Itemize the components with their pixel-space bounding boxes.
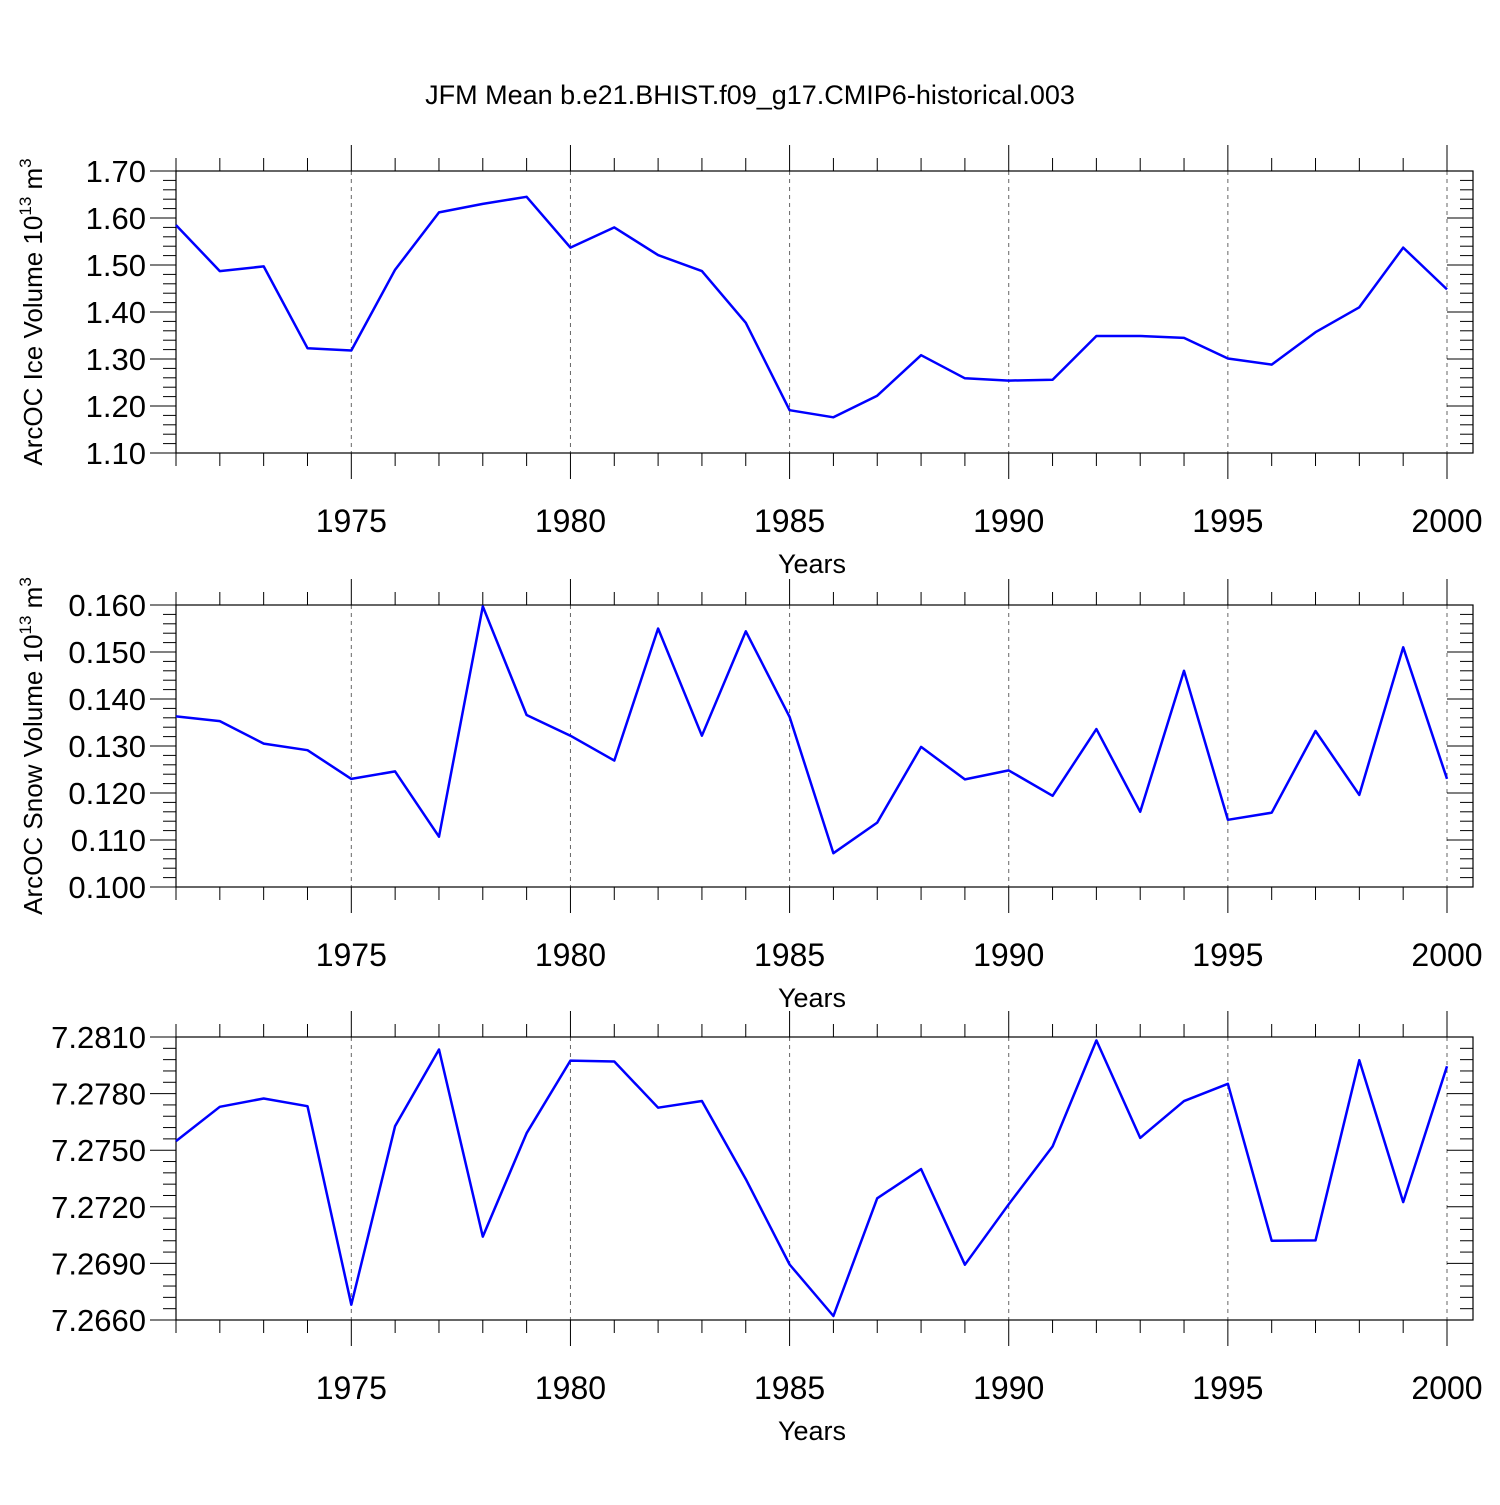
x-tick-label: 1980 [535, 1370, 606, 1406]
y-tick-label: 0.140 [68, 682, 146, 717]
figure-title: JFM Mean b.e21.BHIST.f09_g17.CMIP6-histo… [425, 80, 1075, 110]
x-tick-label: 1975 [316, 937, 387, 973]
y-tick-label: 1.60 [86, 201, 146, 236]
y-tick-label: 7.2660 [51, 1303, 146, 1338]
x-tick-label: 1995 [1192, 937, 1263, 973]
y-tick-label: 0.100 [68, 870, 146, 905]
x-tick-label: 1975 [316, 503, 387, 539]
y-tick-label: 0.110 [71, 823, 146, 858]
x-axis-label: Years [778, 983, 846, 1013]
x-tick-label: 2000 [1411, 1370, 1482, 1406]
plot-frame [176, 1037, 1473, 1320]
y-tick-label: 1.30 [86, 342, 146, 377]
panel-1: 1.10 1.20 1.30 1.40 1.50 1.60 1.70 1975 1980 1985… [16, 145, 1483, 579]
y-axis-label: ArcOC Snow Volume 1013 m3 [16, 577, 48, 915]
panel-2: 0.100 0.110 0.120 0.130 0.140 0.150 0.160 1975 1… [16, 577, 1483, 1013]
x-tick-label: 1990 [973, 937, 1044, 973]
x-tick-label: 1990 [973, 503, 1044, 539]
plot-frame [176, 605, 1473, 887]
y-tick-label: 7.2750 [51, 1133, 146, 1168]
series-line [176, 1040, 1447, 1316]
series-line [176, 197, 1447, 417]
x-tick-label: 1985 [754, 503, 825, 539]
y-tick-label: 1.40 [86, 295, 146, 330]
x-tick-label: 1990 [973, 1370, 1044, 1406]
y-tick-label: 0.130 [68, 729, 146, 764]
y-tick-label: 1.10 [86, 436, 146, 471]
y-tick-label: 7.2690 [51, 1246, 146, 1281]
x-tick-label: 2000 [1411, 937, 1482, 973]
x-tick-label: 2000 [1411, 503, 1482, 539]
y-tick-label: 1.70 [86, 154, 146, 189]
y-tick-label: 0.160 [68, 588, 146, 623]
y-tick-label: 0.150 [68, 635, 146, 670]
x-tick-label: 1985 [754, 937, 825, 973]
x-tick-label: 1980 [535, 937, 606, 973]
y-tick-label: 1.50 [86, 248, 146, 283]
plot-frame [176, 171, 1473, 453]
panel-3: 7.2660 7.2690 7.2720 7.2750 7.2780 7.2810 1975… [51, 1011, 1482, 1446]
y-tick-label: 7.2780 [51, 1077, 146, 1112]
x-tick-label: 1980 [535, 503, 606, 539]
y-tick-label: 0.120 [68, 776, 146, 811]
y-tick-label: 1.20 [86, 389, 146, 424]
y-tick-label: 7.2810 [51, 1020, 146, 1055]
x-tick-label: 1995 [1192, 1370, 1263, 1406]
y-tick-label: 7.2720 [51, 1190, 146, 1225]
series-line [176, 606, 1447, 853]
x-tick-label: 1995 [1192, 503, 1263, 539]
x-tick-label: 1975 [316, 1370, 387, 1406]
x-tick-label: 1985 [754, 1370, 825, 1406]
x-axis-label: Years [778, 1416, 846, 1446]
y-axis-label: ArcOC Ice Volume 1013 m3 [16, 158, 48, 465]
panels: 1.10 1.20 1.30 1.40 1.50 1.60 1.70 1975 1980 1985… [16, 145, 1483, 1446]
x-axis-label: Years [778, 549, 846, 579]
